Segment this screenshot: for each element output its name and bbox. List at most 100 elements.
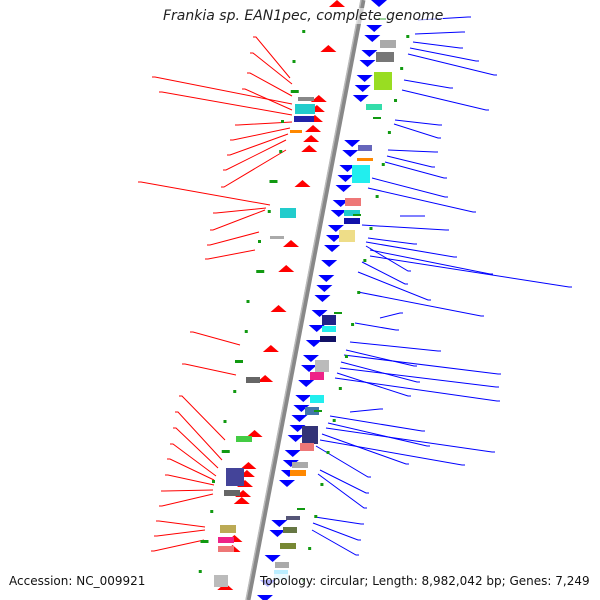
gene-domain-block xyxy=(270,236,284,239)
gene-dot xyxy=(200,540,209,543)
gene-domain-block xyxy=(300,443,314,451)
leader-line xyxy=(213,207,267,214)
reverse-gene-arrow xyxy=(314,295,331,302)
forward-gene-arrow xyxy=(301,145,318,152)
reverse-gene-arrow xyxy=(366,25,383,32)
leader-line xyxy=(235,121,293,126)
leader-line xyxy=(339,367,499,388)
gene-domain-block xyxy=(305,407,319,415)
leader-line xyxy=(369,255,572,288)
leader-line xyxy=(340,361,420,383)
leader-line xyxy=(210,209,266,231)
forward-gene-arrow xyxy=(233,497,250,504)
leader-line xyxy=(369,249,493,275)
gene-dot xyxy=(233,390,237,393)
gene-dot xyxy=(357,291,361,294)
reverse-gene-arrow xyxy=(352,95,369,102)
gene-dot xyxy=(351,323,355,326)
leader-line xyxy=(230,127,291,141)
gene-dot xyxy=(198,570,202,573)
forward-gene-arrow xyxy=(329,0,345,7)
leader-line xyxy=(179,395,226,441)
forward-gene-arrow xyxy=(270,305,287,312)
leader-line xyxy=(345,349,417,367)
leader-line xyxy=(407,53,497,76)
gene-domain-block xyxy=(220,525,236,533)
leader-line xyxy=(161,489,214,492)
leader-line xyxy=(414,31,465,35)
gene-dot xyxy=(400,67,404,70)
gene-features xyxy=(198,0,410,600)
gene-domain-block xyxy=(214,575,228,587)
reverse-gene-arrow xyxy=(284,450,301,457)
forward-gene-arrow xyxy=(278,265,295,272)
reverse-gene-arrow xyxy=(298,380,315,387)
gene-domain-block xyxy=(224,490,240,496)
reverse-gene-arrow xyxy=(339,165,356,172)
reverse-gene-arrow xyxy=(256,595,273,600)
leader-line xyxy=(393,123,441,139)
gene-dot xyxy=(290,90,299,93)
leader-line xyxy=(357,271,431,301)
reverse-gene-arrow xyxy=(335,185,352,192)
reverse-gene-arrow xyxy=(291,415,308,422)
gene-domain-block xyxy=(357,158,373,161)
gene-dot xyxy=(210,510,214,513)
forward-gene-arrow xyxy=(320,45,337,52)
gene-domain-block xyxy=(302,426,318,444)
forward-gene-arrow xyxy=(257,375,274,382)
gene-domain-block xyxy=(344,218,360,224)
gene-dot xyxy=(344,355,348,358)
gene-domain-block xyxy=(226,468,244,486)
leader-line xyxy=(319,439,465,466)
gene-dot xyxy=(269,180,278,183)
gene-domain-block xyxy=(339,230,355,242)
reverse-gene-arrow xyxy=(354,85,371,92)
gene-domain-block xyxy=(286,516,300,520)
gene-domain-block xyxy=(376,52,394,62)
gene-domain-block xyxy=(320,336,336,342)
leader-line xyxy=(334,377,500,402)
leader-line xyxy=(354,322,399,331)
gene-dot xyxy=(244,330,248,333)
gene-dot xyxy=(267,210,271,213)
leader-line xyxy=(321,433,409,465)
gene-dot xyxy=(387,131,391,134)
gene-dot xyxy=(308,547,312,550)
gene-dot xyxy=(235,360,243,363)
gene-dot xyxy=(279,150,283,153)
reverse-gene-arrow xyxy=(308,325,325,332)
gene-domain-block xyxy=(295,104,315,114)
reverse-gene-arrow xyxy=(324,245,341,252)
gene-dot xyxy=(320,483,324,486)
leader-line xyxy=(386,155,435,168)
reverse-gene-arrow xyxy=(330,210,347,217)
leader-line xyxy=(314,516,364,525)
reverse-gene-arrow xyxy=(325,235,342,242)
leader-line xyxy=(365,245,411,272)
leader-line xyxy=(156,520,206,528)
leader-line xyxy=(311,529,359,556)
reverse-gene-arrow xyxy=(287,435,304,442)
leader-line xyxy=(205,249,256,260)
leader-line xyxy=(409,47,479,62)
gene-domain-block xyxy=(280,208,296,218)
leader-line xyxy=(154,529,206,537)
forward-gene-arrow xyxy=(305,125,322,132)
leader-line xyxy=(170,443,217,477)
gene-domain-block xyxy=(374,72,392,90)
leader-line xyxy=(247,72,293,97)
gene-domain-block xyxy=(236,436,252,442)
leader-line xyxy=(165,474,215,486)
leader-line xyxy=(412,41,463,49)
reverse-gene-arrow xyxy=(318,275,335,282)
leader-line xyxy=(336,372,411,397)
leader-line xyxy=(242,88,293,111)
leader-line xyxy=(315,445,371,478)
forward-gene-arrow xyxy=(303,135,320,142)
leader-line xyxy=(319,469,369,494)
leader-line xyxy=(317,473,367,509)
genome-backbone xyxy=(245,0,366,600)
leader-line xyxy=(325,427,495,453)
reverse-gene-arrow xyxy=(301,365,318,372)
